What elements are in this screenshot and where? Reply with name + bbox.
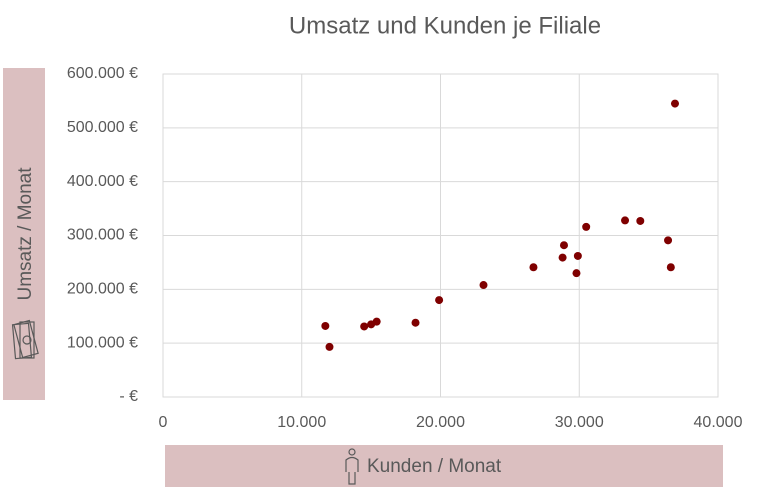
y-tick-label: 300.000 € [67,227,138,244]
point [573,251,582,260]
money-icon [11,319,39,360]
y-tick-label: 100.000 € [67,334,138,351]
x-tick-label: 10.000 [277,414,326,431]
person-icon [345,448,359,485]
x-title-box [165,445,723,487]
point [666,263,675,272]
chart-title: Umsatz und Kunden je Filiale [289,12,601,39]
x-tick-label: 20.000 [416,414,465,431]
y-tick-label: 600.000 € [67,65,138,82]
point [636,216,645,225]
x-tick-label: 0 [159,414,168,431]
point [321,321,330,330]
point [664,236,673,245]
point [529,263,538,272]
point [621,216,630,225]
point [372,317,381,326]
point [360,322,369,331]
y-title-box [3,68,45,400]
point [670,99,679,108]
point [479,281,488,290]
y-tick-label: - € [119,388,138,405]
point [558,253,567,262]
y-tick-label: 400.000 € [67,173,138,190]
x-axis-title: Kunden / Monat [367,456,502,477]
x-tick-label: 30.000 [555,414,604,431]
point [582,222,591,231]
point [435,296,444,305]
y-tick-label: 200.000 € [67,281,138,298]
y-axis-title: Umsatz / Monat [15,167,36,301]
point [572,269,581,278]
y-tick-label: 500.000 € [67,119,138,136]
point [325,342,334,351]
x-tick-label: 40.000 [694,414,743,431]
point [411,318,420,327]
point [559,241,568,250]
